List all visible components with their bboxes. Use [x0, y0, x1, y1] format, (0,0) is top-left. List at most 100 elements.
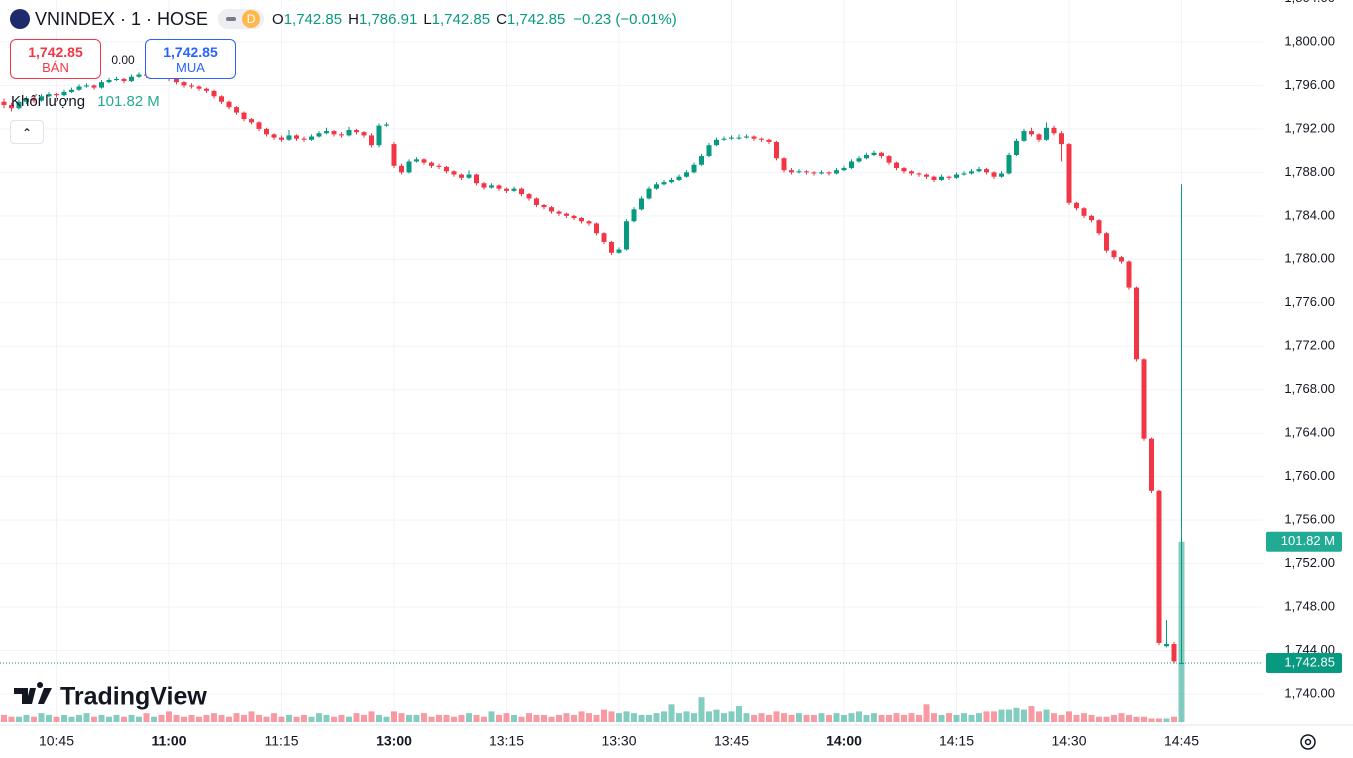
- candle-body: [309, 136, 314, 140]
- volume-bar: [481, 716, 487, 722]
- volume-bar: [98, 714, 105, 722]
- volume-bar: [938, 714, 945, 722]
- candle-body: [301, 138, 307, 140]
- candle-body: [1074, 202, 1079, 209]
- volume-bar: [878, 714, 885, 722]
- candle-body: [234, 107, 239, 113]
- candle-body: [339, 134, 344, 136]
- candle-body: [219, 96, 224, 102]
- candle-body: [46, 94, 52, 97]
- settings-icon[interactable]: [1300, 734, 1316, 750]
- candle-body: [736, 137, 742, 139]
- volume-bar: [1036, 711, 1042, 722]
- candle-body: [399, 165, 404, 173]
- volume-bar: [586, 713, 592, 722]
- volume-bar: [758, 713, 765, 722]
- volume-bar: [1171, 716, 1177, 722]
- candle-body: [16, 101, 22, 109]
- candle-body: [331, 131, 337, 135]
- volume-badge-label: 101.82 M: [1281, 533, 1335, 548]
- volume-bar: [1073, 714, 1080, 722]
- candle-body: [954, 174, 959, 178]
- x-tick-label: 11:15: [265, 733, 299, 749]
- candle-body: [444, 166, 449, 172]
- volume-bar: [683, 711, 690, 722]
- volume-bar: [706, 711, 712, 722]
- candle-body: [84, 85, 89, 87]
- volume-bar: [556, 714, 562, 722]
- candle-body: [729, 137, 734, 139]
- x-tick-label: 13:30: [601, 733, 636, 749]
- candle-body: [481, 183, 487, 188]
- volume-bar: [383, 716, 390, 722]
- y-tick-label: 1,780.00: [1284, 251, 1335, 266]
- candle-body: [1081, 208, 1087, 216]
- volume-bar: [1111, 714, 1117, 722]
- volume-bar: [451, 716, 457, 722]
- volume-bar: [278, 716, 285, 722]
- volume-bar: [1096, 716, 1102, 722]
- candle-body: [909, 171, 914, 174]
- candle-body: [1179, 663, 1184, 665]
- volume-bar: [406, 714, 412, 722]
- candle-body: [129, 76, 134, 82]
- y-tick-label: 1,752.00: [1284, 555, 1335, 570]
- sell-button[interactable]: 1,742.85 BÁN: [10, 39, 101, 79]
- candle-body: [106, 79, 112, 83]
- candle-body: [384, 124, 389, 126]
- volume-bar: [976, 713, 982, 722]
- candle-body: [316, 133, 322, 137]
- candle-body: [1111, 250, 1117, 258]
- candle-body: [819, 172, 824, 174]
- volume-bar: [83, 713, 90, 722]
- candle-body: [39, 96, 44, 101]
- buy-price: 1,742.85: [163, 44, 218, 60]
- candle-body: [1066, 144, 1072, 203]
- volume-bar: [226, 716, 232, 722]
- volume-bar: [346, 716, 352, 722]
- ohlc-value: 1,742.85: [506, 10, 566, 28]
- volume-bar: [728, 711, 735, 722]
- volume-bar: [901, 714, 907, 722]
- volume-bar: [458, 714, 465, 722]
- ohlc-key: C: [496, 10, 507, 28]
- y-tick-label: 1,784.00: [1284, 207, 1335, 222]
- badge: D: [242, 10, 261, 28]
- volume-bar: [1133, 716, 1140, 722]
- candle-body: [1141, 359, 1147, 439]
- volume-bar: [608, 711, 615, 722]
- symbol-title[interactable]: VNINDEX · 1 · HOSE: [35, 8, 209, 29]
- ohlc-item: H1,786.91: [348, 11, 417, 28]
- volume-bar: [256, 714, 262, 722]
- buy-button[interactable]: 1,742.85 MUA: [145, 39, 236, 79]
- candle-body: [699, 156, 704, 165]
- buy-label: MUA: [176, 60, 205, 75]
- ohlc-value: 1,742.85: [431, 10, 491, 28]
- volume-bar: [646, 714, 652, 722]
- volume-bar: [398, 713, 405, 722]
- candle-body: [886, 156, 892, 163]
- candle-body: [1006, 154, 1012, 174]
- volume-bar: [203, 714, 210, 722]
- candle-body: [751, 136, 757, 139]
- volume-bar: [443, 714, 450, 722]
- candle-body: [181, 82, 187, 86]
- volume-bar: [1126, 714, 1132, 722]
- volume-bar: [676, 713, 682, 722]
- candle-body: [826, 172, 832, 174]
- volume-bar: [31, 716, 37, 722]
- candle-body: [1104, 233, 1109, 251]
- candle-body: [136, 74, 142, 77]
- ohlc-item: O1,742.85: [272, 11, 342, 28]
- volume-bar: [811, 714, 817, 722]
- candle-body: [1, 101, 7, 105]
- y-tick-label: 1,804.00: [1284, 0, 1335, 5]
- volume-bar: [1006, 709, 1012, 722]
- volume-bar: [998, 709, 1005, 722]
- volume-bar: [286, 714, 292, 722]
- candle-body: [9, 104, 14, 109]
- y-tick-label: 1,796.00: [1284, 77, 1335, 92]
- collapse-button[interactable]: ⌃: [10, 120, 44, 144]
- volume-bar: [496, 714, 502, 722]
- volume-bar: [781, 713, 787, 722]
